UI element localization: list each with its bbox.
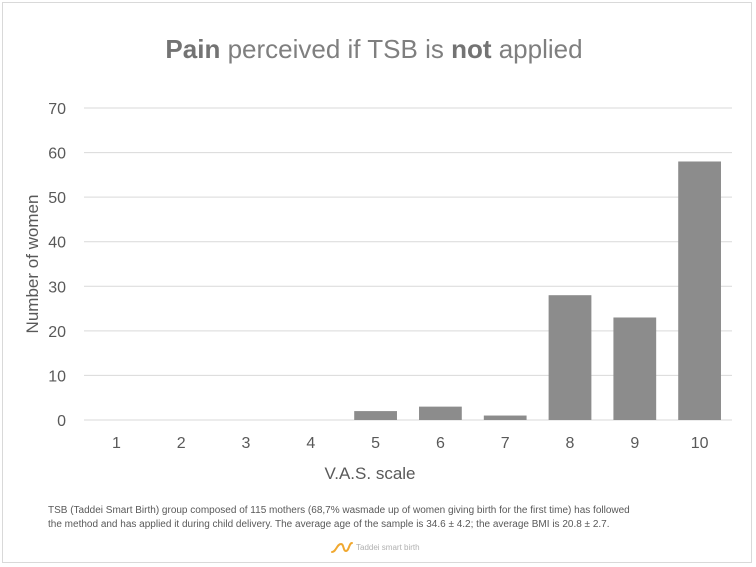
title-bold-not: not (451, 34, 492, 64)
logo-text: Taddei smart birth (356, 542, 420, 552)
title-bold-pain: Pain (165, 34, 221, 64)
x-tick-label: 2 (177, 435, 186, 452)
x-tick-label: 1 (112, 435, 121, 452)
y-tick-label: 50 (48, 190, 66, 207)
y-tick-label: 60 (48, 146, 66, 163)
y-tick-labels: 0 10 20 30 40 50 60 70 (48, 101, 66, 430)
title-text-1: perceived if TSB is (220, 34, 452, 64)
bars (354, 161, 721, 420)
y-tick-label: 30 (48, 279, 66, 296)
x-tick-label: 5 (371, 435, 380, 452)
y-tick-label: 70 (48, 101, 66, 118)
x-tick-label: 4 (306, 435, 315, 452)
footnote: TSB (Taddei Smart Birth) group composed … (48, 504, 728, 532)
bar-5 (354, 411, 397, 420)
bar-6 (419, 406, 462, 420)
title-text-2: applied (491, 34, 583, 64)
x-tick-label: 6 (436, 435, 445, 452)
bar-7 (483, 415, 527, 420)
bar-9 (613, 317, 657, 420)
x-tick-label: 9 (630, 435, 639, 452)
x-tick-labels: 1 2 3 4 5 6 7 8 9 10 (112, 435, 709, 452)
footnote-line-1: TSB (Taddei Smart Birth) group composed … (48, 505, 630, 516)
x-axis-label: V.A.S. scale (324, 464, 415, 483)
x-tick-label: 10 (691, 435, 709, 452)
bar-8 (548, 295, 592, 420)
taddei-logo: Taddei smart birth (330, 539, 420, 555)
logo-mark-icon (331, 542, 353, 553)
bar-chart: 0 10 20 30 40 50 60 70 1 2 3 4 5 6 7 8 9 10 V.A.S. scale… (23, 101, 732, 483)
bar-10 (678, 161, 721, 420)
x-tick-label: 7 (501, 435, 510, 452)
y-tick-label: 40 (48, 235, 66, 252)
y-tick-label: 0 (57, 413, 66, 430)
x-tick-label: 3 (242, 435, 251, 452)
chart-title: Pain perceived if TSB is not applied (0, 34, 748, 65)
y-tick-label: 10 (48, 368, 66, 385)
y-tick-label: 20 (48, 324, 66, 341)
y-axis-label: Number of women (23, 195, 42, 334)
footnote-line-2: the method and has applied it during chi… (48, 519, 610, 530)
x-tick-label: 8 (566, 435, 575, 452)
